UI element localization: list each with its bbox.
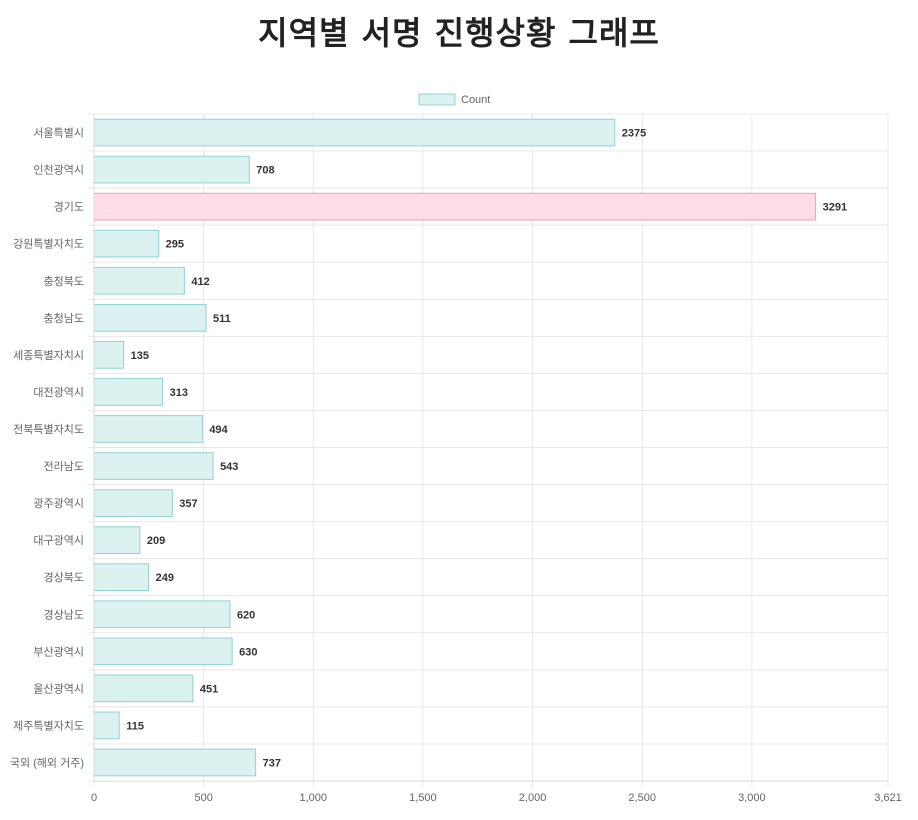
bar [93, 600, 231, 629]
data-label: 135 [131, 350, 149, 362]
bar [93, 526, 141, 554]
category-label: 강원특별자치도 [13, 238, 84, 251]
bar [93, 341, 125, 369]
chart-title: 지역별 서명 진행상황 그래프 [258, 14, 660, 52]
category-label: 경상남도 [44, 608, 84, 621]
x-tick-label: 2,500 [628, 792, 656, 804]
bar [93, 489, 173, 517]
bar [93, 415, 203, 443]
bar [93, 637, 233, 666]
x-tick-label: 1,000 [300, 792, 328, 804]
category-label: 부산광역시 [33, 645, 84, 658]
bar [93, 118, 616, 147]
x-tick-label: 500 [194, 792, 212, 804]
legend: Count [418, 93, 490, 106]
legend-swatch [418, 93, 456, 106]
bar [93, 303, 207, 332]
x-tick-label: 3,621 [874, 792, 902, 804]
data-label: 357 [179, 498, 197, 510]
bar [93, 192, 817, 221]
category-label: 서울특별시 [33, 127, 84, 140]
bar [93, 266, 185, 295]
bar [93, 563, 150, 592]
category-label: 울산광역시 [33, 682, 84, 695]
category-label: 인천광역시 [33, 163, 84, 177]
category-label: 경상북도 [44, 571, 84, 584]
bar [93, 674, 194, 703]
grid-lines [88, 113, 889, 787]
category-label: 경기도 [54, 201, 84, 214]
data-label: 708 [256, 165, 274, 177]
data-label: 543 [220, 461, 238, 473]
data-label: 511 [213, 313, 231, 325]
data-label: 3291 [823, 202, 847, 214]
bar [93, 452, 214, 480]
x-tick-label: 3,000 [738, 792, 766, 804]
category-label: 제주특별자치도 [13, 719, 84, 732]
data-label: 737 [263, 757, 281, 769]
data-label: 295 [166, 239, 184, 251]
axes: 0 500 1,000 1,500 2,000 2,500 3,000 3,621 서울특별시인… [10, 114, 902, 804]
category-label: 대전광역시 [33, 386, 84, 399]
data-label: 412 [191, 276, 209, 288]
data-label: 451 [200, 683, 218, 695]
data-label: 2375 [622, 128, 646, 140]
legend-label: Count [461, 94, 490, 106]
category-label: 대구광역시 [33, 534, 84, 547]
data-label: 249 [156, 572, 174, 584]
x-tick-label: 1,500 [409, 792, 437, 804]
x-tick-label: 0 [91, 792, 97, 804]
category-label: 세종특별자치시 [13, 349, 84, 362]
bar [93, 748, 257, 777]
data-label: 313 [170, 387, 188, 399]
category-label: 광주광역시 [33, 497, 84, 510]
bar [93, 155, 250, 184]
data-label: 494 [209, 424, 228, 436]
bar [93, 711, 120, 740]
category-label: 전라남도 [44, 460, 84, 473]
bar [93, 229, 160, 258]
category-label: 전북특별자치도 [13, 423, 84, 436]
category-label: 충청북도 [44, 275, 84, 288]
data-label: 209 [147, 535, 165, 547]
bars: 2375 708 3291 295 412 511 135 313 494 543 357 209 24… [93, 118, 847, 777]
bar [93, 378, 164, 406]
category-label: 충청남도 [44, 312, 84, 325]
data-label: 630 [239, 646, 257, 658]
x-tick-label: 2,000 [519, 792, 547, 804]
category-label: 국외 (해외 거주) [10, 755, 84, 769]
data-label: 115 [126, 720, 144, 732]
data-label: 620 [237, 609, 255, 621]
